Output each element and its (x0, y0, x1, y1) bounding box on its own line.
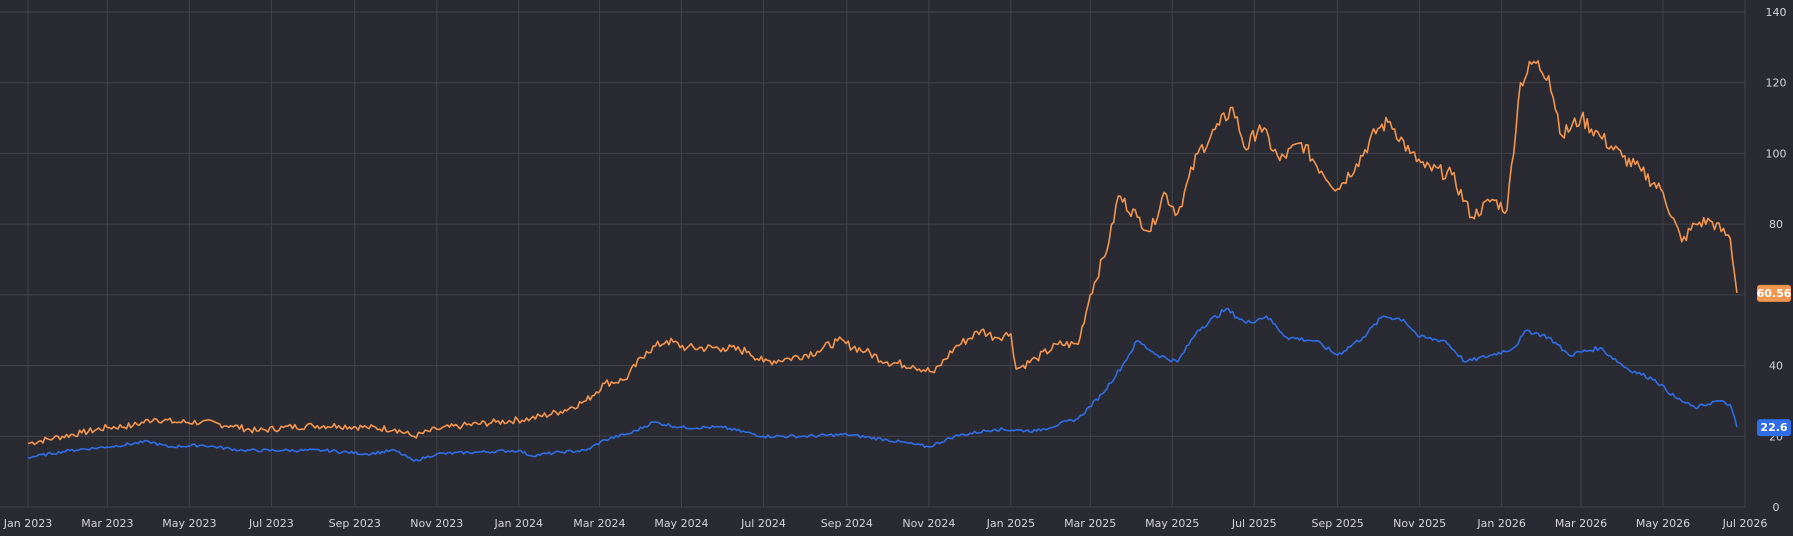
x-tick-label: Mar 2024 (573, 517, 625, 530)
y-tick-label: 0 (1773, 501, 1780, 514)
x-tick-label: May 2025 (1145, 517, 1199, 530)
vertical-gridlines (27, 0, 1746, 507)
x-tick-label: Jul 2025 (1231, 517, 1277, 530)
last-value-badges: 60.56 22.6 (1757, 284, 1792, 437)
x-tick-label: May 2026 (1636, 517, 1690, 530)
y-tick-label: 100 (1766, 147, 1787, 160)
x-tick-label: Mar 2023 (81, 517, 133, 530)
last-value-badge-0: 60.56 (1757, 284, 1792, 302)
x-tick-label: Jul 2024 (740, 517, 786, 530)
x-tick-label: Sep 2024 (821, 517, 873, 530)
x-tick-label: Jan 2023 (3, 517, 52, 530)
x-tick-label: Nov 2023 (410, 517, 463, 530)
y-tick-label: 40 (1769, 360, 1783, 373)
series-line-1 (27, 307, 1738, 462)
x-tick-label: Mar 2026 (1555, 517, 1607, 530)
badge-value: 22.6 (1760, 421, 1787, 434)
x-tick-label: Jan 2024 (494, 517, 543, 530)
x-tick-label: Jul 2023 (248, 517, 294, 530)
x-tick-label: Nov 2025 (1393, 517, 1446, 530)
x-tick-label: Mar 2025 (1064, 517, 1116, 530)
x-tick-label: May 2024 (654, 517, 708, 530)
x-axis-tick-labels: Jan 2023 Mar 2023 May 2023 Jul 2023 Sep 2023… (3, 517, 1768, 530)
x-tick-label: Sep 2025 (1311, 517, 1363, 530)
x-tick-label: Nov 2024 (902, 517, 955, 530)
x-tick-label: Jan 2025 (986, 517, 1035, 530)
badge-background (1757, 284, 1791, 302)
y-tick-label: 80 (1769, 218, 1783, 231)
badge-value: 60.56 (1757, 287, 1792, 300)
y-tick-label: 140 (1766, 6, 1787, 19)
horizontal-gridlines (0, 11, 1745, 508)
series-lines (27, 60, 1738, 462)
x-tick-label: Jul 2026 (1722, 517, 1768, 530)
series-line-0 (27, 60, 1738, 446)
x-tick-label: Sep 2023 (329, 517, 381, 530)
last-value-badge-1: 22.6 (1757, 419, 1791, 437)
badge-background (1757, 419, 1791, 437)
y-tick-label: 120 (1766, 77, 1787, 90)
x-tick-label: Jan 2026 (1476, 517, 1525, 530)
x-tick-label: May 2023 (162, 517, 216, 530)
